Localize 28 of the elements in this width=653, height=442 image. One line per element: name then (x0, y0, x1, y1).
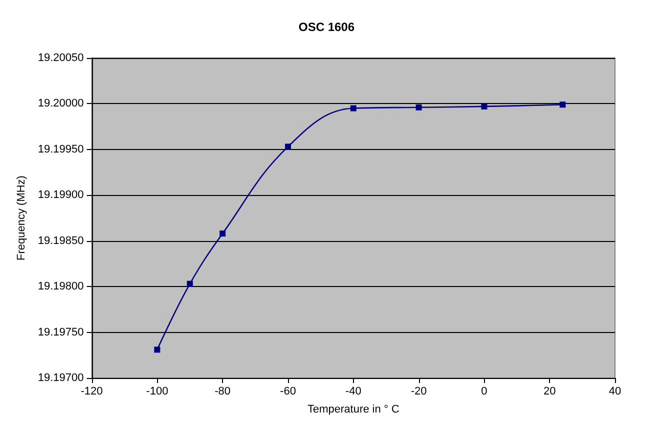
y-tick-label: 19.20000 (38, 98, 84, 110)
y-tick-label: 19.19800 (38, 280, 84, 293)
y-tick-label: 19.19700 (38, 372, 84, 384)
y-tick-label: 19.20050 (38, 52, 84, 64)
y-tick-label: 19.19850 (38, 234, 84, 247)
point (220, 230, 226, 237)
point (416, 104, 422, 110)
point (560, 102, 566, 108)
y-tick-label: 19.19750 (38, 326, 84, 338)
x-tick-label: -80 (214, 386, 231, 398)
x-tick-label: 40 (608, 386, 622, 398)
x-tick-label: -120 (80, 386, 103, 398)
x-tick-label: -20 (410, 386, 427, 398)
point (154, 346, 160, 353)
x-tick-label: -60 (280, 386, 296, 398)
y-tick-label: 19.19950 (38, 143, 84, 156)
x-tick-label: 0 (481, 386, 488, 398)
y-axis-title: Frequency (MHz) (16, 176, 28, 260)
point (186, 280, 193, 287)
point (350, 105, 356, 112)
x-axis-title: Temperature in ° C (307, 404, 400, 416)
x-tick-label: -40 (345, 386, 362, 398)
point (481, 103, 488, 110)
chart-title: OSC 1606 (298, 20, 355, 34)
x-tick-label: 20 (543, 386, 556, 398)
point (284, 144, 291, 150)
x-tick-label: -100 (146, 386, 168, 398)
y-tick-label: 19.19900 (38, 189, 84, 202)
